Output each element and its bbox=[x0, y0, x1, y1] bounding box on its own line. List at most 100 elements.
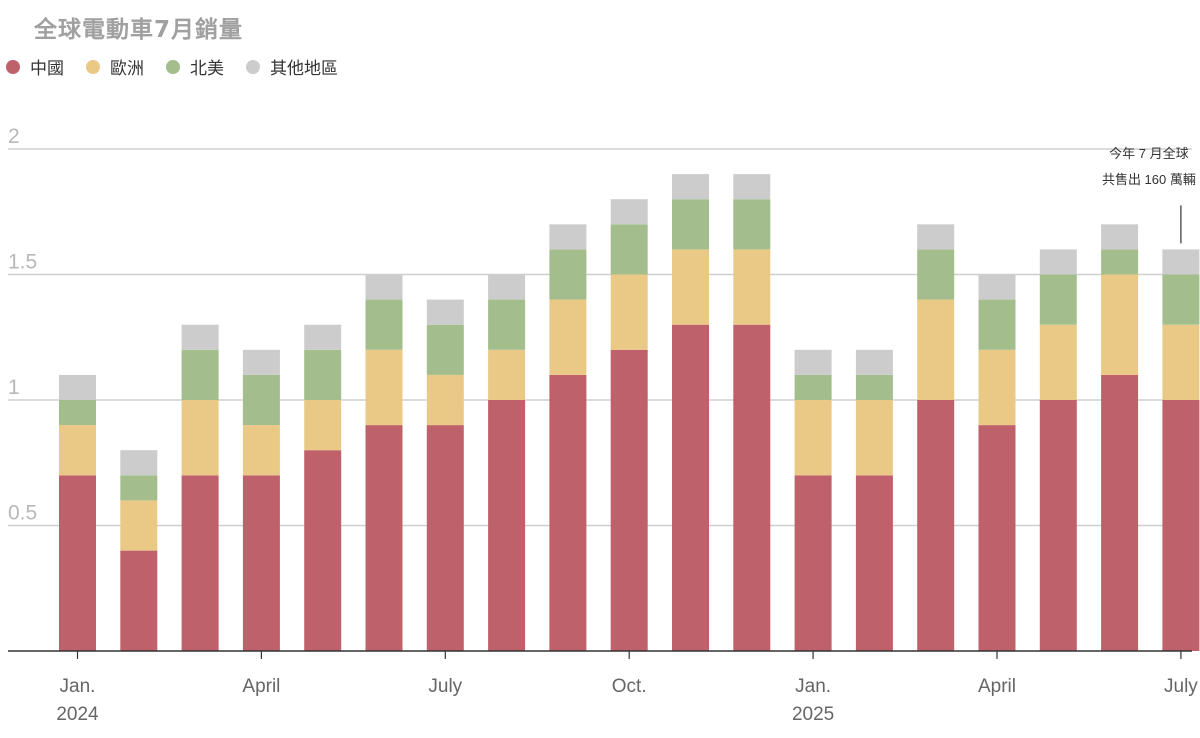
bar-segment-china bbox=[855, 475, 893, 651]
bar-segment-china bbox=[181, 475, 219, 651]
legend-dot-china bbox=[6, 59, 20, 74]
bar-segment-europe bbox=[488, 349, 526, 400]
bar-segment-north-america bbox=[59, 400, 96, 426]
bar-segment-china bbox=[59, 475, 96, 651]
bar-segment-europe bbox=[794, 400, 832, 476]
bar-segment-china bbox=[1039, 400, 1077, 651]
legend-item-china: 中國 bbox=[6, 54, 64, 79]
legend-dot-europe bbox=[86, 59, 100, 74]
chart-title: 全球電動車7月銷量 bbox=[34, 17, 244, 43]
bar-segment-other-regions bbox=[672, 174, 709, 200]
bar-segment-other-regions bbox=[1162, 249, 1200, 275]
bar-segment-north-america bbox=[855, 374, 893, 400]
bar-segment-europe bbox=[610, 274, 648, 350]
bar-segment-north-america bbox=[242, 374, 280, 426]
bar-segment-europe bbox=[855, 400, 893, 476]
bar-segment-other-regions bbox=[242, 349, 280, 375]
bar-segment-north-america bbox=[1101, 249, 1139, 275]
bar-segment-china bbox=[1162, 400, 1200, 651]
x-tick-label: Oct. bbox=[612, 676, 647, 697]
x-tick-label: July bbox=[428, 676, 462, 697]
bar-segment-other-regions bbox=[304, 324, 342, 350]
bar-segment-north-america bbox=[365, 299, 403, 350]
bar-segment-other-regions bbox=[733, 174, 771, 200]
bar-segment-china bbox=[733, 324, 771, 651]
bar-segment-china bbox=[120, 550, 158, 651]
bar-segment-other-regions bbox=[488, 274, 526, 300]
bar-segment-north-america bbox=[733, 199, 771, 250]
bar-segment-china bbox=[672, 324, 709, 651]
bar-segment-china bbox=[549, 374, 587, 651]
annotation-text: 共售出 160 萬輛 bbox=[1102, 172, 1196, 187]
legend-label-china: 中國 bbox=[30, 59, 64, 79]
bar-segment-china bbox=[365, 425, 403, 651]
bar-segment-other-regions bbox=[1101, 224, 1139, 250]
bar-segment-europe bbox=[59, 425, 96, 476]
bar-segment-china bbox=[794, 475, 832, 651]
bar-segment-europe bbox=[1039, 324, 1077, 400]
bar-segment-china bbox=[917, 400, 955, 651]
bar-segment-europe bbox=[242, 425, 280, 476]
y-tick-label: 2 bbox=[8, 125, 20, 148]
bar-segment-north-america bbox=[917, 249, 955, 300]
annotation-text: 今年 7 月全球 bbox=[1109, 146, 1188, 161]
x-tick-label: Jan. bbox=[795, 676, 831, 697]
y-tick-label: 1.5 bbox=[8, 251, 37, 274]
legend-label-other-regions: 其他地區 bbox=[270, 59, 338, 79]
bar-segment-north-america bbox=[488, 299, 526, 350]
bar-segment-north-america bbox=[672, 199, 709, 250]
bar-segment-europe bbox=[978, 349, 1016, 426]
bar-segment-north-america bbox=[120, 475, 158, 501]
bar-segment-other-regions bbox=[917, 224, 955, 250]
bar-segment-other-regions bbox=[1039, 249, 1077, 275]
bar-segment-other-regions bbox=[120, 450, 158, 476]
bar-segment-other-regions bbox=[610, 199, 648, 225]
bar-segment-europe bbox=[672, 249, 709, 325]
bar-segment-other-regions bbox=[978, 274, 1016, 300]
bar-segment-north-america bbox=[426, 324, 464, 375]
x-tick-label: July bbox=[1164, 676, 1198, 697]
bar-segment-other-regions bbox=[181, 324, 219, 350]
x-axis: Jan. 2024 April July Oct. Jan. 2025 April July bbox=[8, 650, 1198, 725]
legend-label-north-america: 北美 bbox=[190, 59, 224, 79]
bar-segment-other-regions bbox=[365, 274, 403, 300]
x-tick-label: Jan. bbox=[60, 676, 96, 697]
bar-segment-other-regions bbox=[794, 349, 832, 375]
x-tick-year-label: 2024 bbox=[56, 704, 99, 725]
bar-segment-other-regions bbox=[549, 224, 587, 250]
bar-segment-europe bbox=[181, 400, 219, 476]
legend-dot-other-regions bbox=[246, 59, 260, 74]
bar-segment-other-regions bbox=[426, 299, 464, 325]
bar-segment-europe bbox=[426, 374, 464, 426]
legend: 中國 歐洲 北美 其他地區 bbox=[6, 54, 360, 79]
bar-segment-north-america bbox=[549, 249, 587, 300]
legend-item-north-america: 北美 bbox=[166, 54, 224, 79]
bar-segment-europe bbox=[365, 349, 403, 426]
bar-segment-china bbox=[978, 425, 1016, 651]
x-tick-year-label: 2025 bbox=[792, 704, 834, 725]
bar-segment-europe bbox=[1101, 274, 1139, 375]
bars bbox=[59, 174, 1200, 651]
bar-segment-europe bbox=[304, 400, 342, 451]
bar-segment-europe bbox=[1162, 324, 1200, 400]
bar-segment-north-america bbox=[794, 374, 832, 400]
bar-segment-china bbox=[1101, 374, 1139, 651]
x-tick-label: April bbox=[242, 676, 280, 697]
bar-segment-north-america bbox=[610, 224, 648, 275]
y-tick-label: 1 bbox=[8, 376, 20, 399]
bar-segment-europe bbox=[549, 299, 587, 375]
bar-segment-north-america bbox=[1162, 274, 1200, 325]
bar-segment-china bbox=[304, 450, 342, 651]
bar-segment-europe bbox=[917, 299, 955, 400]
bar-segment-north-america bbox=[1039, 274, 1077, 325]
bar-segment-north-america bbox=[304, 349, 342, 400]
bar-segment-china bbox=[488, 400, 526, 651]
bar-segment-north-america bbox=[978, 299, 1016, 350]
bar-segment-china bbox=[426, 425, 464, 651]
bar-segment-china bbox=[610, 349, 648, 651]
bar-segment-europe bbox=[120, 500, 158, 551]
legend-item-europe: 歐洲 bbox=[86, 54, 144, 79]
x-tick-label: April bbox=[978, 676, 1016, 697]
legend-item-other-regions: 其他地區 bbox=[246, 54, 338, 79]
